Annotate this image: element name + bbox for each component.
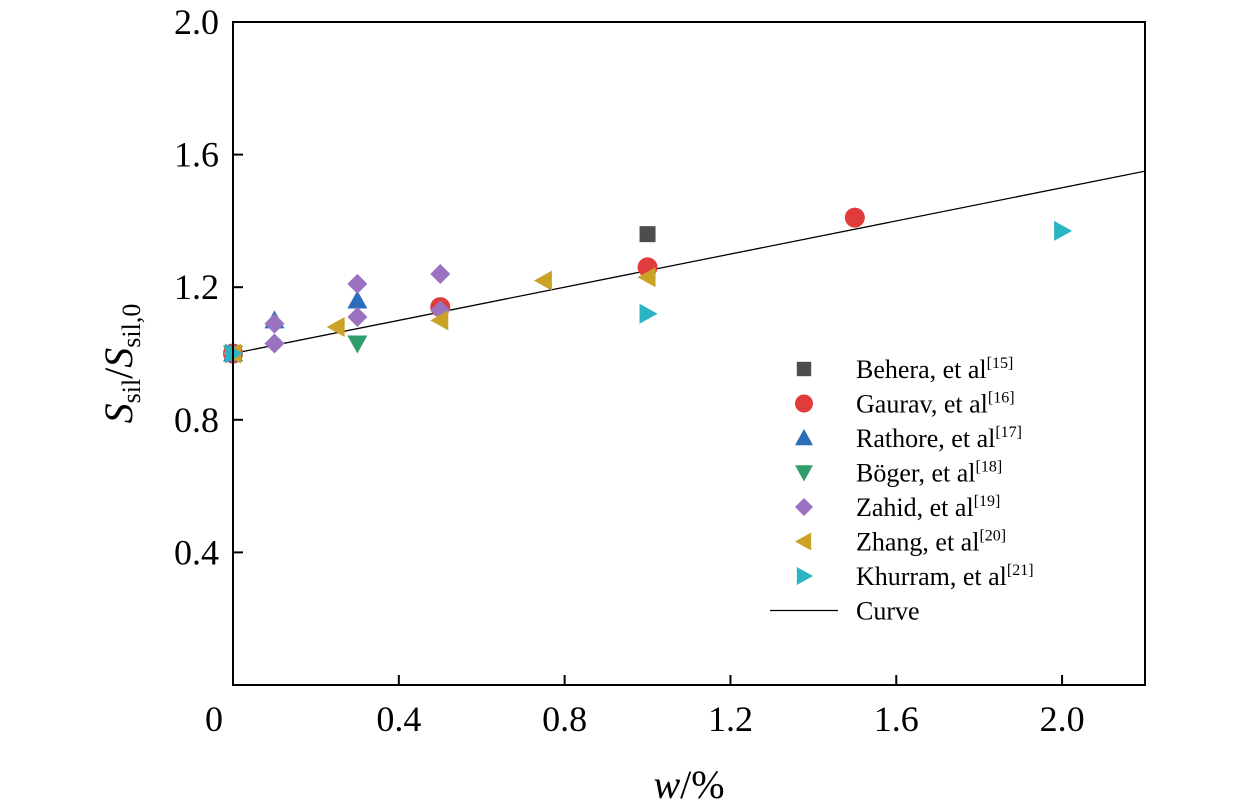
legend-marker-zahid bbox=[795, 498, 813, 516]
legend-label-khurram: Khurram, et al[21] bbox=[856, 562, 1034, 591]
point-behera bbox=[639, 226, 656, 243]
point-zhang bbox=[533, 270, 552, 291]
x-tick-label: 1.2 bbox=[708, 699, 753, 739]
legend-label-curve: Curve bbox=[856, 597, 920, 626]
curve-layer bbox=[232, 170, 1146, 355]
x-tick-label: 1.6 bbox=[874, 699, 919, 739]
y-tick-label: 0.4 bbox=[174, 532, 219, 572]
y-axis-title: Ssil/Ssil,0 bbox=[96, 304, 146, 424]
x-axis-title: w/% bbox=[653, 762, 724, 807]
point-gaurav bbox=[844, 207, 865, 228]
y-axis-title-s1: S bbox=[96, 403, 141, 423]
legend-label-zhang: Zhang, et al[20] bbox=[856, 528, 1006, 557]
curve-line bbox=[232, 170, 1146, 355]
x-tick-label: 2.0 bbox=[1040, 699, 1085, 739]
point-bger bbox=[347, 335, 368, 354]
point-rathore bbox=[347, 290, 368, 309]
point-khurram bbox=[639, 303, 658, 324]
point-khurram bbox=[1054, 220, 1073, 241]
point-zahid bbox=[264, 313, 285, 334]
legend-label-bger: Böger, et al[18] bbox=[856, 459, 1002, 488]
x-tick-label: 0.8 bbox=[542, 699, 587, 739]
y-axis-title-sub1: sil bbox=[117, 379, 146, 404]
x-axis-title-unit: /% bbox=[680, 762, 724, 807]
legend-marker-behera bbox=[796, 361, 812, 377]
point-zahid bbox=[347, 273, 368, 294]
legend-marker-zhang bbox=[795, 532, 812, 551]
legend-label-gaurav: Gaurav, et al[16] bbox=[856, 390, 1015, 419]
legend-label-zahid: Zahid, et al[19] bbox=[856, 493, 1000, 522]
point-zahid bbox=[430, 263, 451, 284]
point-zahid bbox=[347, 307, 368, 328]
y-axis-title-s2: S bbox=[96, 348, 141, 368]
point-zhang bbox=[637, 267, 656, 288]
ticks-layer: 0 0.4 0.8 1.2 1.6 2.0 0.4 0.8 1.2 1.6 2.0 bbox=[174, 2, 1085, 739]
legend-marker-gaurav bbox=[795, 394, 813, 413]
plot-frame bbox=[232, 21, 1146, 686]
y-tick-label: 0.8 bbox=[174, 400, 219, 440]
points-layer bbox=[223, 207, 1073, 364]
legend-marker-rathore bbox=[795, 429, 813, 446]
y-axis-title-slash: / bbox=[96, 367, 141, 379]
point-zhang bbox=[430, 310, 449, 331]
y-axis-title-sub2: sil,0 bbox=[117, 304, 146, 348]
point-zahid bbox=[264, 333, 285, 354]
point-zhang bbox=[326, 316, 345, 337]
legend: Behera, et al[15] Gaurav, et al[16] Rathor… bbox=[770, 355, 1034, 626]
legend-marker-bger bbox=[795, 465, 813, 482]
x-axis-title-variable: w bbox=[653, 762, 680, 807]
legend-label-behera: Behera, et al[15] bbox=[856, 355, 1013, 384]
y-tick-label: 1.2 bbox=[174, 267, 219, 307]
x-tick-label: 0 bbox=[205, 699, 223, 739]
y-tick-label: 2.0 bbox=[174, 2, 219, 42]
y-tick-label: 1.6 bbox=[174, 135, 219, 175]
x-tick-label: 0.4 bbox=[376, 699, 421, 739]
legend-marker-khurram bbox=[796, 567, 813, 585]
legend-label-rathore: Rathore, et al[17] bbox=[856, 424, 1022, 453]
